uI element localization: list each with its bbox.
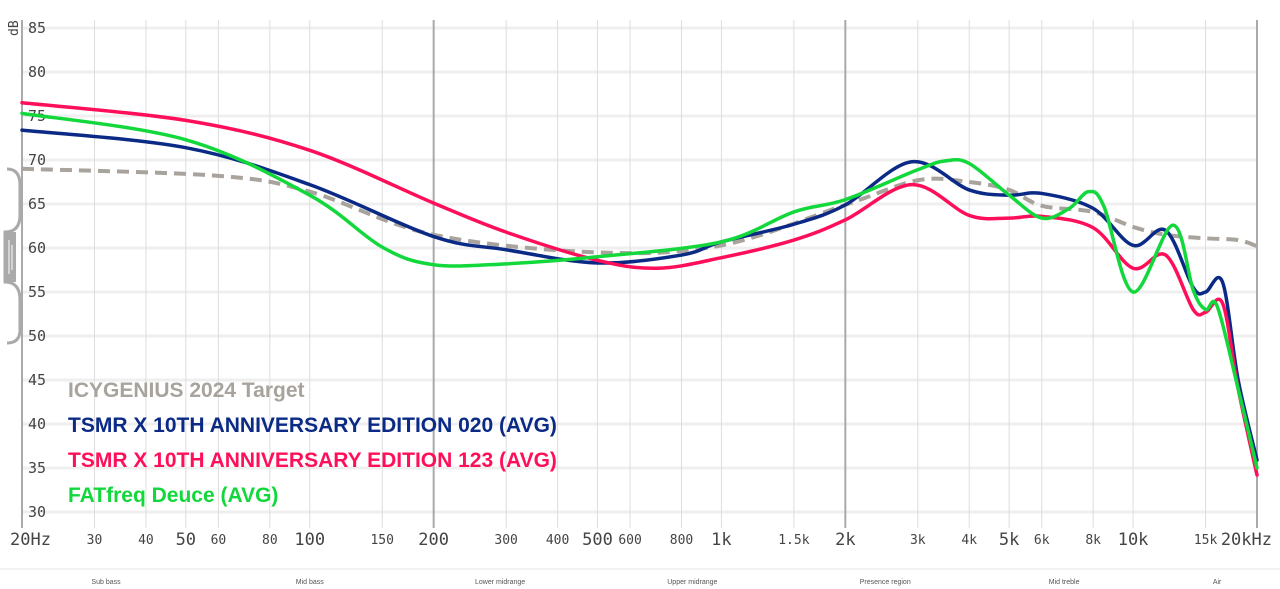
x-tick-label: 150 [370,533,393,548]
x-tick-label: 20Hz [10,530,51,550]
band-label: Air [1213,579,1222,586]
x-tick-label: 300 [494,533,517,548]
x-tick-label: 400 [546,533,569,548]
x-tick-label: 5k [999,530,1019,550]
x-tick-label: 20kHz [1221,530,1272,550]
legend-item-target[interactable]: ICYGENIUS 2024 Target [68,379,305,402]
x-tick-label: 1k [711,530,731,550]
series-line-1 [20,128,1259,462]
y-tick-label: 45 [28,371,46,389]
band-label: Upper midrange [667,579,717,586]
series-line-3 [20,111,1259,470]
x-tick-label: 200 [418,530,449,550]
y-tick-label: 60 [28,239,46,257]
y-tick-label: 30 [28,503,46,521]
band-label: Mid bass [296,579,325,586]
y-tick-label: 40 [28,415,46,433]
y-tick-label: 50 [28,327,46,345]
y-axis-label: dB [7,20,22,36]
x-tick-label: 8k [1085,533,1101,548]
legend-item-fatfreq-deuce[interactable]: FATfreq Deuce (AVG) [68,484,278,507]
curves [20,101,1259,477]
y-tick-label: 65 [28,195,46,213]
x-tick-label: 15k [1194,533,1218,548]
y-tick-label: 70 [28,151,46,169]
band-label: Presence region [860,579,911,586]
legend-item-tsmr-020[interactable]: TSMR X 10TH ANNIVERSARY EDITION 020 (AVG… [68,414,557,437]
y-scale-handle[interactable] [3,167,22,345]
x-tick-label: 40 [138,533,154,548]
band-label: Mid treble [1049,579,1080,586]
band-label: Lower midrange [475,579,525,586]
x-tick-label: 4k [961,533,977,548]
x-tick-label: 50 [176,530,196,550]
x-tick-label: 600 [618,533,641,548]
x-tick-label: 1.5k [778,533,809,548]
y-tick-label: 55 [28,283,46,301]
x-tick-label: 800 [670,533,693,548]
x-tick-label: 500 [582,530,613,550]
x-tick-label: 100 [294,530,325,550]
x-tick-label: 80 [262,533,278,548]
y-tick-label: 35 [28,459,46,477]
band-label: Sub bass [91,579,121,586]
x-tick-label: 60 [211,533,227,548]
y-scale-grip-icon[interactable] [4,232,16,282]
x-tick-label: 10k [1118,530,1149,550]
legend-item-tsmr-123[interactable]: TSMR X 10TH ANNIVERSARY EDITION 123 (AVG… [68,449,557,472]
series-line-2 [20,101,1259,477]
legend: ICYGENIUS 2024 Target TSMR X 10TH ANNIVE… [68,379,557,507]
frequency-bands: Sub bass Mid bass Lower midrange Upper midr… [0,568,1280,586]
x-tick-label: 6k [1034,533,1050,548]
x-tick-label: 2k [835,530,855,550]
y-tick-label: 80 [28,63,46,81]
x-tick-label: 30 [87,533,103,548]
series-line-0 [21,166,1258,256]
x-axis-ticks: 20Hz 30 40 50 60 80 100 150 200 300 400 500 600 800 1k… [10,530,1272,550]
grid [21,20,1258,528]
y-tick-label: 85 [28,19,46,37]
x-tick-label: 3k [910,533,926,548]
